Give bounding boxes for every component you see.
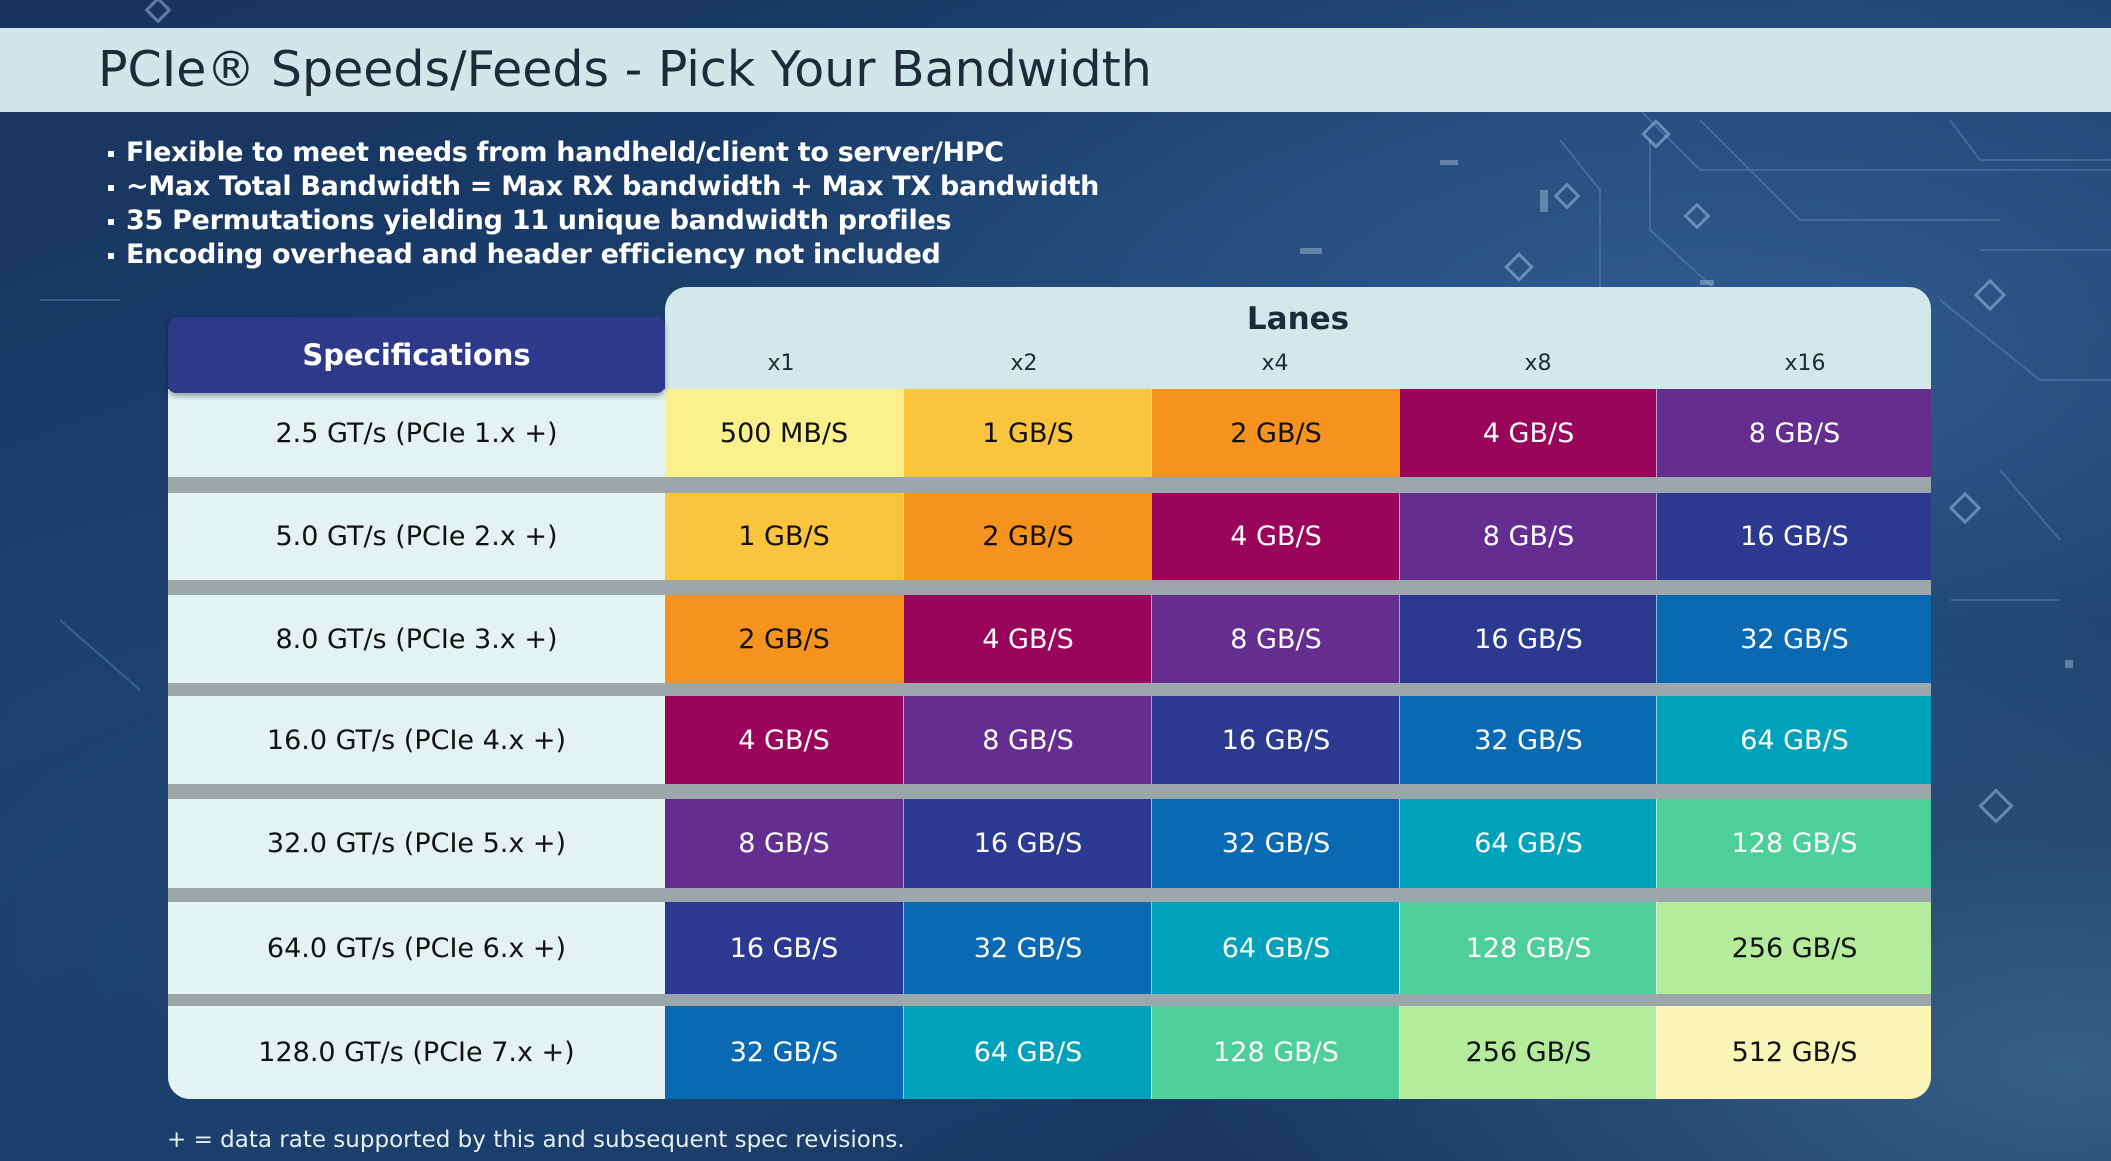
bandwidth-cell: 256 GB/S [1656, 902, 1931, 994]
bandwidth-cell: 2 GB/S [903, 493, 1152, 580]
lane-label-x4: x4 [1261, 351, 1289, 376]
bandwidth-cell: 8 GB/S [1151, 595, 1400, 683]
bullet-marker-icon [108, 219, 114, 225]
bandwidth-cell: 8 GB/S [903, 696, 1152, 784]
bandwidth-cell: 64 GB/S [903, 1006, 1152, 1099]
bandwidth-cell: 32 GB/S [1656, 595, 1931, 683]
bandwidth-cell: 32 GB/S [1399, 696, 1657, 784]
bandwidth-cell: 4 GB/S [1399, 389, 1657, 477]
bandwidth-cell: 32 GB/S [903, 902, 1152, 994]
bullet-text: 35 Permutations yielding 11 unique bandw… [126, 205, 952, 236]
bandwidth-cell: 4 GB/S [903, 595, 1152, 683]
bandwidth-cell: 128 GB/S [1151, 1006, 1400, 1099]
spec-cell: 128.0 GT/s (PCIe 7.x +) [168, 1006, 665, 1099]
bullet-marker-icon [108, 253, 114, 259]
bandwidth-cell: 256 GB/S [1399, 1006, 1657, 1099]
table-row: 16.0 GT/s (PCIe 4.x +) 4 GB/S 8 GB/S 16 GB/… [168, 696, 1931, 784]
lane-label-x16: x16 [1784, 351, 1826, 376]
table-row: 8.0 GT/s (PCIe 3.x +) 2 GB/S 4 GB/S 8 GB/S 1… [168, 595, 1931, 683]
bandwidth-cell: 16 GB/S [665, 902, 903, 994]
bandwidth-cell: 1 GB/S [903, 389, 1152, 477]
bandwidth-cell: 32 GB/S [1151, 799, 1400, 888]
bullet-text: Flexible to meet needs from handheld/cli… [126, 137, 1004, 168]
bandwidth-cell: 500 MB/S [665, 389, 903, 477]
bandwidth-cell: 8 GB/S [1656, 389, 1931, 477]
bandwidth-cell: 32 GB/S [665, 1006, 903, 1099]
specifications-header: Specifications [168, 317, 665, 393]
table-row: 128.0 GT/s (PCIe 7.x +) 32 GB/S 64 GB/S 128… [168, 1006, 1931, 1099]
footnote: + = data rate supported by this and subs… [167, 1127, 905, 1153]
bandwidth-cell: 8 GB/S [665, 799, 903, 888]
bullet-marker-icon [108, 151, 114, 157]
bandwidth-cell: 128 GB/S [1656, 799, 1931, 888]
lanes-header: Lanes x1 x2 x4 x8 x16 [665, 287, 1931, 390]
table-row: 32.0 GT/s (PCIe 5.x +) 8 GB/S 16 GB/S 32 GB… [168, 799, 1931, 888]
table-row: 5.0 GT/s (PCIe 2.x +) 1 GB/S 2 GB/S 4 GB/S 8… [168, 493, 1931, 580]
bullet-list: Flexible to meet needs from handheld/cli… [106, 136, 1099, 272]
table-row: 2.5 GT/s (PCIe 1.x +) 500 MB/S 1 GB/S 2 GB/… [168, 389, 1931, 477]
title-bar: PCIe® Speeds/Feeds - Pick Your Bandwidth [0, 28, 2111, 112]
bandwidth-cell: 2 GB/S [665, 595, 903, 683]
bandwidth-cell: 1 GB/S [665, 493, 903, 580]
spec-cell: 8.0 GT/s (PCIe 3.x +) [168, 595, 665, 683]
bandwidth-cell: 16 GB/S [1656, 493, 1931, 580]
bandwidth-cell: 16 GB/S [903, 799, 1152, 888]
bandwidth-cell: 512 GB/S [1656, 1006, 1931, 1099]
spec-cell: 2.5 GT/s (PCIe 1.x +) [168, 389, 665, 477]
spec-cell: 5.0 GT/s (PCIe 2.x +) [168, 493, 665, 580]
bandwidth-cell: 64 GB/S [1656, 696, 1931, 784]
bandwidth-cell: 128 GB/S [1399, 902, 1657, 994]
bullet-text: ~Max Total Bandwidth = Max RX bandwidth … [126, 171, 1100, 202]
spec-cell: 16.0 GT/s (PCIe 4.x +) [168, 696, 665, 784]
bullet-marker-icon [108, 185, 114, 191]
bandwidth-cell: 16 GB/S [1151, 696, 1400, 784]
bandwidth-cell: 16 GB/S [1399, 595, 1657, 683]
page-title: PCIe® Speeds/Feeds - Pick Your Bandwidth [98, 41, 1152, 98]
bandwidth-cell: 4 GB/S [665, 696, 903, 784]
bullet-item: ~Max Total Bandwidth = Max RX bandwidth … [106, 170, 1099, 204]
lane-label-x1: x1 [767, 351, 795, 376]
lane-label-x2: x2 [1010, 351, 1038, 376]
spec-cell: 32.0 GT/s (PCIe 5.x +) [168, 799, 665, 888]
bandwidth-cell: 64 GB/S [1151, 902, 1400, 994]
spec-cell: 64.0 GT/s (PCIe 6.x +) [168, 902, 665, 994]
bandwidth-cell: 2 GB/S [1151, 389, 1400, 477]
bandwidth-table: 2.5 GT/s (PCIe 1.x +) 500 MB/S 1 GB/S 2 GB/… [168, 389, 1931, 1099]
bandwidth-cell: 8 GB/S [1399, 493, 1657, 580]
bullet-item: Encoding overhead and header efficiency … [106, 238, 1099, 272]
bandwidth-cell: 64 GB/S [1399, 799, 1657, 888]
bullet-item: 35 Permutations yielding 11 unique bandw… [106, 204, 1099, 238]
lanes-title: Lanes [1246, 301, 1350, 337]
bullet-item: Flexible to meet needs from handheld/cli… [106, 136, 1099, 170]
table-row: 64.0 GT/s (PCIe 6.x +) 16 GB/S 32 GB/S 64 G… [168, 902, 1931, 994]
lane-label-x8: x8 [1524, 351, 1552, 376]
bandwidth-cell: 4 GB/S [1151, 493, 1400, 580]
bullet-text: Encoding overhead and header efficiency … [126, 239, 941, 270]
